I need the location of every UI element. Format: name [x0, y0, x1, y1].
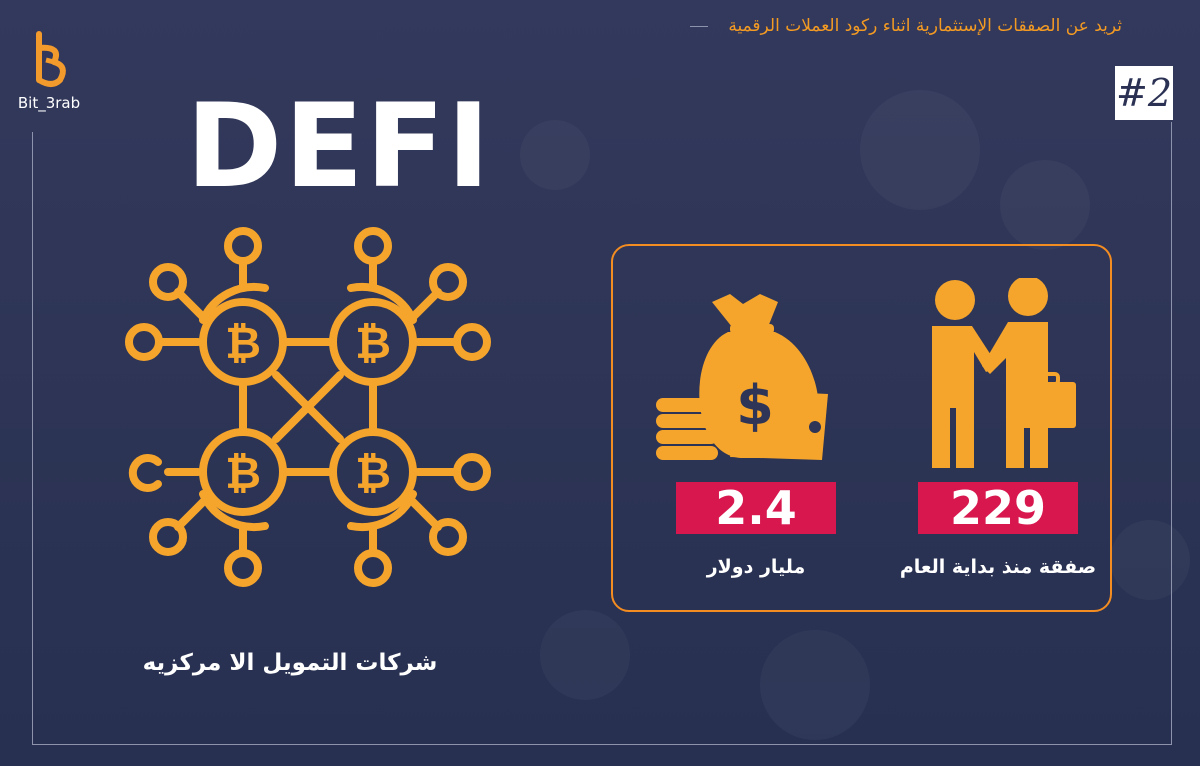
stat-value-deals: 229 [918, 482, 1078, 534]
frame-right-line [1171, 122, 1172, 744]
stat-label-amount: مليار دولار [706, 556, 806, 578]
frame-bottom-line [32, 744, 1172, 745]
thread-number-badge: #2 [1115, 66, 1173, 120]
money-bag-icon: $ [656, 294, 828, 460]
svg-text:$: $ [736, 374, 774, 437]
b3-logo-icon [36, 31, 66, 87]
background-decoration [760, 630, 870, 740]
brand-logo: Bit_3rab [4, 28, 94, 112]
background-decoration [520, 120, 590, 190]
network-caption: شركات التمويل الا مركزيه [142, 650, 438, 676]
page-title: DEFI [186, 79, 492, 214]
brand-name: Bit_3rab [17, 94, 81, 112]
svg-text:₿: ₿ [355, 448, 391, 499]
background-decoration [540, 610, 630, 700]
stat-value-amount: 2.4 [676, 482, 836, 534]
svg-text:₿: ₿ [225, 448, 261, 499]
stat-label-deals: صفقة منذ بداية العام [899, 556, 1097, 578]
bitcoin-network-icon: ₿ ₿ ₿ ₿ [125, 227, 491, 587]
svg-text:₿: ₿ [355, 318, 391, 369]
handshake-icon [932, 278, 1076, 468]
frame-left-line [32, 132, 33, 744]
frame-top-line [690, 26, 708, 27]
thread-title: ثريد عن الصفقات الإستثمارية اثناء ركود ا… [728, 16, 1122, 36]
stats-panel [611, 244, 1112, 612]
background-decoration [1000, 160, 1090, 250]
background-decoration [860, 90, 980, 210]
background-decoration [1110, 520, 1190, 600]
svg-text:₿: ₿ [225, 318, 261, 369]
